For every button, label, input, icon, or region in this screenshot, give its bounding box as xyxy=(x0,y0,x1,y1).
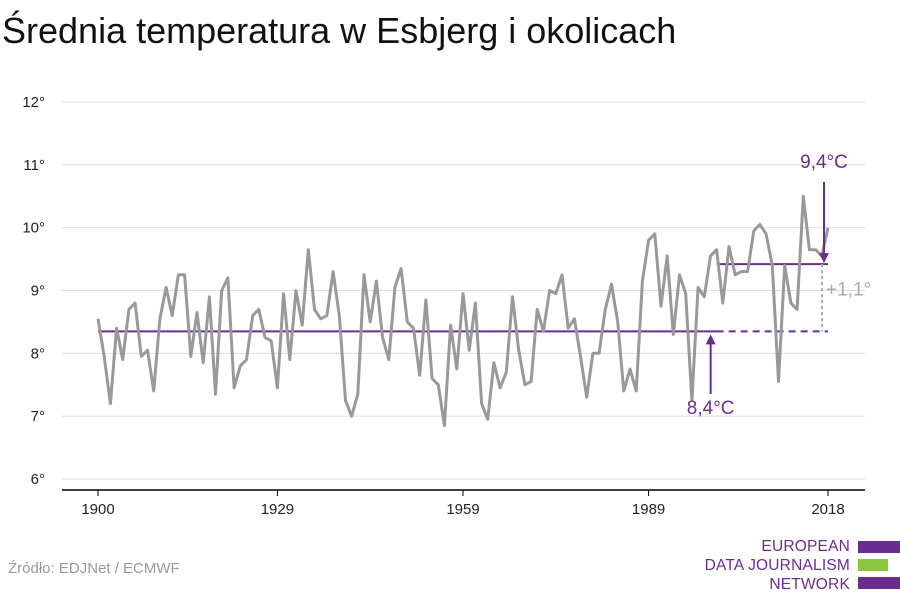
x-tick-label: 1929 xyxy=(261,501,294,518)
logo-bar-purple-bottom xyxy=(858,577,900,589)
x-tick-label: 1989 xyxy=(632,501,665,518)
y-tick-label: 10° xyxy=(22,220,45,237)
chart-title: Średnia temperatura w Esbjerg i okolicac… xyxy=(2,10,677,51)
y-axis-ticks: 6° 7° 8° 9° 10° 11° 12° xyxy=(22,94,45,488)
y-tick-label: 12° xyxy=(22,94,45,111)
y-tick-label: 7° xyxy=(31,408,45,425)
logo-line-2: DATA JOURNALISM xyxy=(704,557,850,574)
logo-line-1: EUROPEAN xyxy=(761,538,850,555)
difference-label: +1,1° xyxy=(826,280,871,301)
gridlines xyxy=(62,101,865,480)
x-axis-ticks: 1900 1929 1959 1989 2018 xyxy=(81,490,845,518)
x-tick-label: 1959 xyxy=(446,501,479,518)
x-tick-label: 2018 xyxy=(811,501,844,518)
x-tick-label: 1900 xyxy=(81,501,114,518)
logo-line-3: NETWORK xyxy=(769,576,850,593)
recent-mean-label: 9,4°C xyxy=(800,152,848,173)
y-tick-label: 6° xyxy=(31,471,45,488)
series-line xyxy=(96,194,830,428)
logo-bar-purple-top xyxy=(858,541,900,553)
edjnet-logo: EUROPEAN DATA JOURNALISM NETWORK xyxy=(700,538,900,598)
source-note: Źródło: EDJNet / ECMWF xyxy=(8,560,180,577)
annotations: +1,1° 9,4°C 8,4°C xyxy=(687,152,871,419)
y-tick-label: 8° xyxy=(31,345,45,362)
y-tick-label: 11° xyxy=(23,157,45,174)
arrow-recent-head xyxy=(819,253,829,264)
arrow-baseline-head xyxy=(705,334,716,345)
baseline-mean-label: 8,4°C xyxy=(687,398,735,419)
logo-bar-green xyxy=(858,559,888,571)
y-tick-label: 9° xyxy=(31,283,45,300)
